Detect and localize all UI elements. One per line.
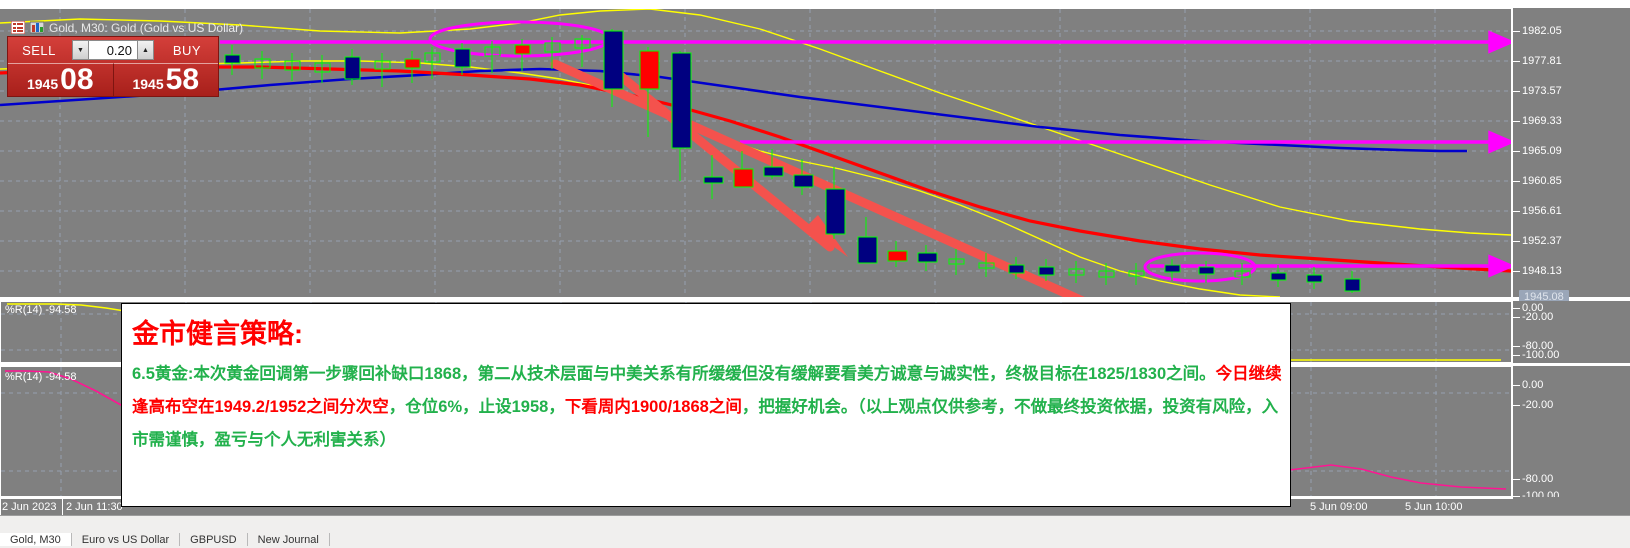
time-label: 5 Jun 10:00 — [1405, 501, 1463, 513]
indicator-tick: -80.00 — [1513, 474, 1553, 485]
price-tick: 1982.05 — [1513, 26, 1562, 37]
indicator-tick: 0.00 — [1513, 303, 1543, 314]
indicator-tick: -100.00 — [1513, 350, 1559, 361]
indicator-tick: -20.00 — [1513, 400, 1553, 411]
williams-r-scale-2: 0.00 -20.00 -80.00 -100.00 — [1513, 366, 1630, 502]
chart-title-bar: Gold, M30: Gold (Gold vs US Dollar) — [5, 18, 249, 37]
annotation-body: 6.5黄金:本次黄金回调第一步骤回补缺口1868，第二从技术层面与中美关系有所缓… — [132, 358, 1282, 457]
time-label: 5 Jun 09:00 — [1310, 501, 1368, 513]
tab-gbpusd[interactable]: GBPUSD — [180, 533, 248, 546]
one-click-trade-panel[interactable]: SELL ▼ 0.20 ▲ BUY 1945 08 1945 58 — [7, 36, 219, 97]
table-icon[interactable] — [10, 20, 26, 35]
lot-size-input[interactable]: 0.20 — [89, 40, 137, 60]
ellipse-bottom — [1143, 251, 1257, 283]
annotation-seg-3: ，仓位6%，止设1958， — [388, 398, 565, 416]
sell-price-whole: 1945 — [26, 76, 59, 92]
price-tick: 1956.61 — [1513, 206, 1562, 217]
buy-price[interactable]: 1945 58 — [113, 63, 218, 96]
annotation-seg-2: 今日继续逢高布空在1949.2/1952之间分次空 — [132, 365, 1282, 416]
price-chart-pane[interactable]: Gold, M30: Gold (Gold vs US Dollar) SELL… — [0, 8, 1513, 297]
price-tick: 1952.37 — [1513, 236, 1562, 247]
last-price-badge: 1945.08 — [1519, 290, 1569, 304]
buy-price-whole: 1945 — [132, 76, 164, 92]
annotation-seg-4: 下看周内1900/1868之间 — [564, 398, 742, 416]
indicator-label-1: %R(14) -94.58 — [5, 304, 77, 316]
candle-series — [197, 29, 1361, 293]
chart-title: Gold, M30: Gold (Gold vs US Dollar) — [49, 20, 244, 35]
chart-tab-strip: Gold, M30 Euro vs US Dollar GBPUSD New J… — [0, 515, 1630, 548]
indicator-label-2: %R(14) -94.58 — [5, 371, 77, 383]
tab-eurusd[interactable]: Euro vs US Dollar — [72, 533, 181, 546]
buy-button[interactable]: BUY — [172, 42, 202, 58]
tab-gold-m30[interactable]: Gold, M30 — [0, 533, 72, 546]
annotation-seg-1: 6.5黄金:本次黄金回调第一步骤回补缺口1868，第二从技术层面与中美关系有所缓… — [132, 365, 1216, 383]
lot-size-stepper[interactable]: ▼ 0.20 ▲ — [72, 40, 154, 60]
williams-r-scale-1: 0.00 -20.00 -80.00 -100.00 — [1513, 301, 1630, 363]
annotation-title: 金市健言策略: — [132, 319, 303, 349]
price-tick: 1973.57 — [1513, 86, 1562, 97]
indicator-tick: -100.00 — [1513, 491, 1559, 502]
buy-price-frac: 58 — [165, 63, 200, 96]
indicator-tick: -20.00 — [1513, 312, 1553, 323]
trade-panel-top-row: SELL ▼ 0.20 ▲ BUY — [8, 37, 218, 63]
trade-panel-prices: 1945 08 1945 58 — [8, 63, 218, 96]
price-scale[interactable]: 1982.05 1977.81 1973.57 1969.33 1965.09 … — [1513, 8, 1630, 304]
lot-decrease-button[interactable]: ▼ — [72, 40, 89, 60]
price-tick: 1948.13 — [1513, 266, 1562, 277]
time-label: 2 Jun 11:30 — [66, 501, 123, 513]
price-tick: 1969.33 — [1513, 116, 1562, 127]
indicator-tick: -80.00 — [1513, 341, 1553, 352]
strategy-annotation-overlay: 金市健言策略: 6.5黄金:本次黄金回调第一步骤回补缺口1868，第二从技术层面… — [121, 303, 1291, 507]
price-tick: 1977.81 — [1513, 56, 1562, 67]
time-label: 2 Jun 2023 — [2, 501, 57, 513]
bar-chart-icon[interactable] — [29, 21, 45, 34]
lot-increase-button[interactable]: ▲ — [137, 40, 154, 60]
chart-tabs: Gold, M30 Euro vs US Dollar GBPUSD New J… — [0, 533, 330, 548]
sell-price[interactable]: 1945 08 — [8, 63, 114, 96]
time-axis-scale-corner — [1513, 497, 1630, 515]
tab-new-journal[interactable]: New Journal — [248, 533, 330, 546]
price-chart-svg — [0, 9, 1511, 297]
annotation-seg-5: ，把握好机会。（以上观点仅供参考，不做最终投资依据，投资有风险，入市需谨慎，盈亏… — [132, 398, 1279, 449]
price-tick: 1965.09 — [1513, 146, 1562, 157]
price-tick: 1960.85 — [1513, 176, 1562, 187]
indicator-tick: 0.00 — [1513, 380, 1543, 391]
sell-price-frac: 08 — [60, 63, 94, 96]
sell-button[interactable]: SELL — [22, 42, 56, 58]
